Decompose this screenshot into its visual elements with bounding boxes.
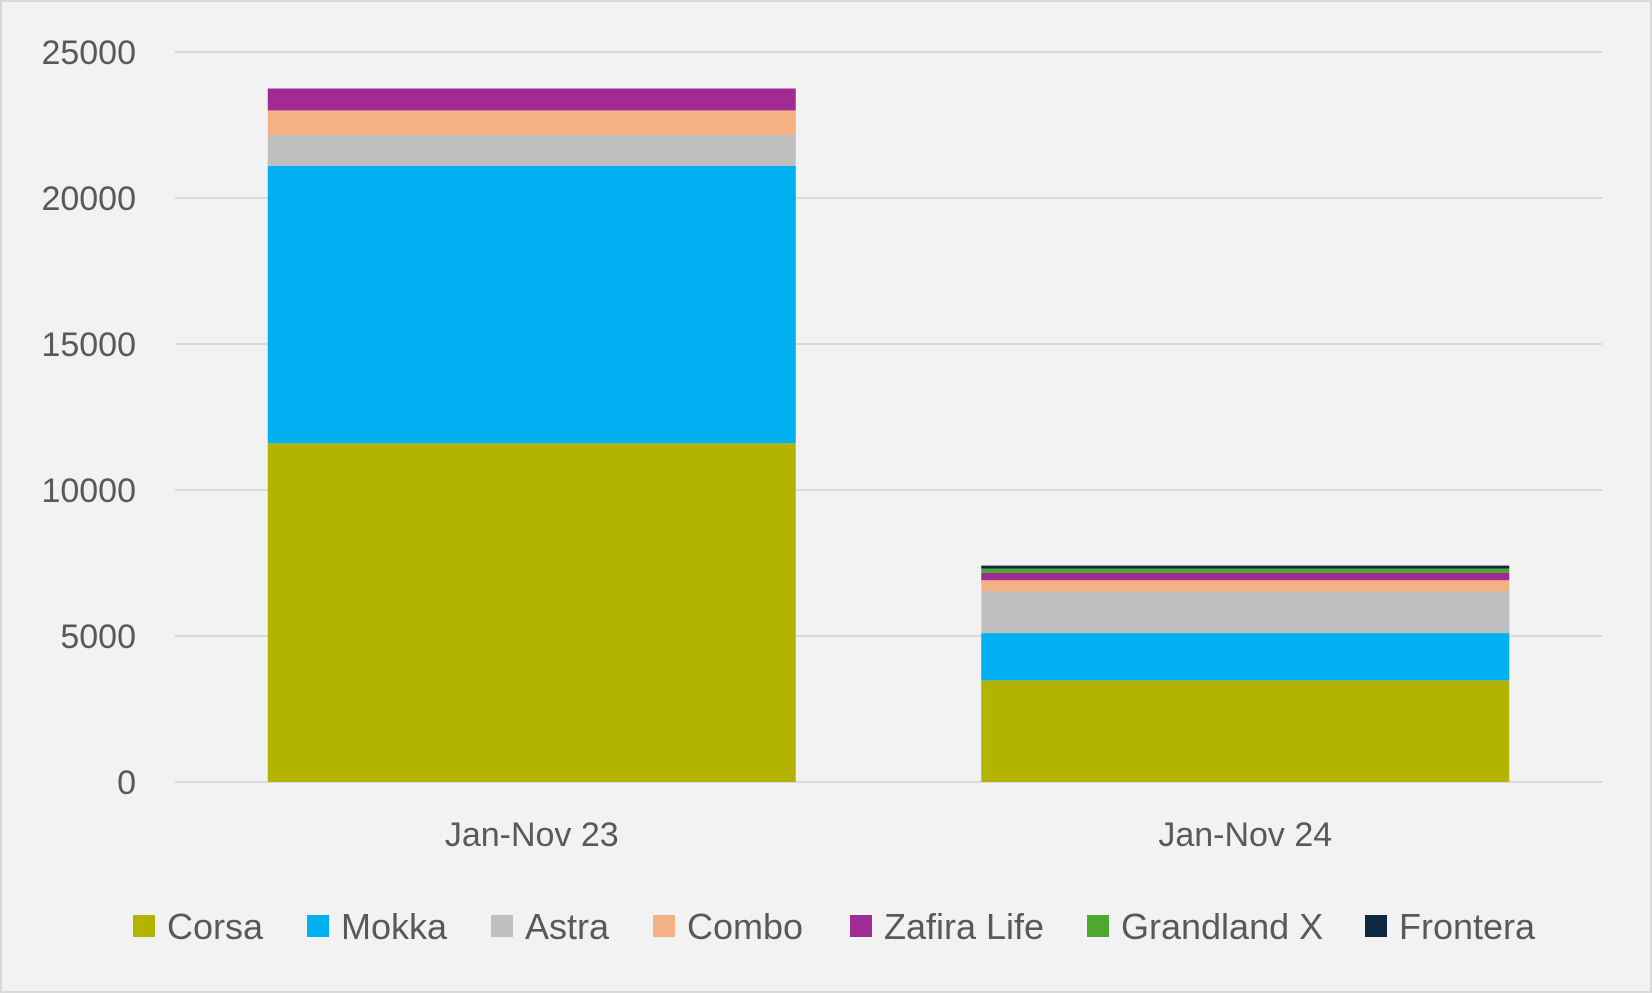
legend-swatch <box>1087 915 1109 937</box>
legend-item-astra: Astra <box>491 906 610 947</box>
bar-segment-astra <box>981 591 1510 634</box>
legend-label: Combo <box>687 906 803 947</box>
bar-segment-combo <box>981 580 1510 592</box>
legend-item-combo: Combo <box>653 906 803 947</box>
legend: Corsa Mokka Astra Combo Zafira Life Grandland… <box>133 906 1536 947</box>
legend-label: Grandland X <box>1121 906 1323 947</box>
y-tick-label: 25000 <box>41 34 136 72</box>
y-tick-label: 15000 <box>41 326 136 364</box>
legend-swatch <box>653 915 675 937</box>
legend-label: Corsa <box>167 906 264 947</box>
legend-item-zafira-life: Zafira Life <box>850 906 1044 947</box>
legend-label: Zafira Life <box>884 906 1044 947</box>
legend-label: Mokka <box>341 906 448 947</box>
legend-item-corsa: Corsa <box>133 906 264 947</box>
bar-segment-mokka <box>267 165 796 444</box>
legend-item-frontera: Frontera <box>1365 906 1536 947</box>
x-axis-tick-labels: Jan-Nov 23 Jan-Nov 24 <box>445 816 1332 854</box>
legend-swatch <box>850 915 872 937</box>
y-tick-label: 10000 <box>41 472 136 510</box>
y-tick-label: 0 <box>117 764 136 802</box>
bars <box>267 88 1510 782</box>
x-tick-label: Jan-Nov 23 <box>445 816 619 854</box>
bar-segment-mokka <box>981 633 1510 681</box>
legend-swatch <box>133 915 155 937</box>
bar-segment-frontera <box>981 565 1510 569</box>
bar-segment-corsa <box>981 680 1510 782</box>
y-axis-tick-labels: 0 5000 10000 15000 20000 25000 <box>41 34 136 802</box>
y-tick-label: 20000 <box>41 180 136 218</box>
bar-segment-astra <box>267 135 796 166</box>
bar-segment-zafira-life <box>267 88 796 111</box>
bar-segment-combo <box>267 110 796 136</box>
bar-segment-corsa <box>267 443 796 782</box>
x-tick-label: Jan-Nov 24 <box>1158 816 1332 854</box>
legend-swatch <box>307 915 329 937</box>
legend-swatch <box>491 915 513 937</box>
bar-segment-grandland-x <box>981 568 1510 573</box>
legend-item-mokka: Mokka <box>307 906 448 947</box>
legend-label: Astra <box>525 906 610 947</box>
legend-item-grandland-x: Grandland X <box>1087 906 1323 947</box>
y-tick-label: 5000 <box>60 618 136 656</box>
legend-label: Frontera <box>1399 906 1536 947</box>
legend-swatch <box>1365 915 1387 937</box>
bar-segment-zafira-life <box>981 572 1510 581</box>
